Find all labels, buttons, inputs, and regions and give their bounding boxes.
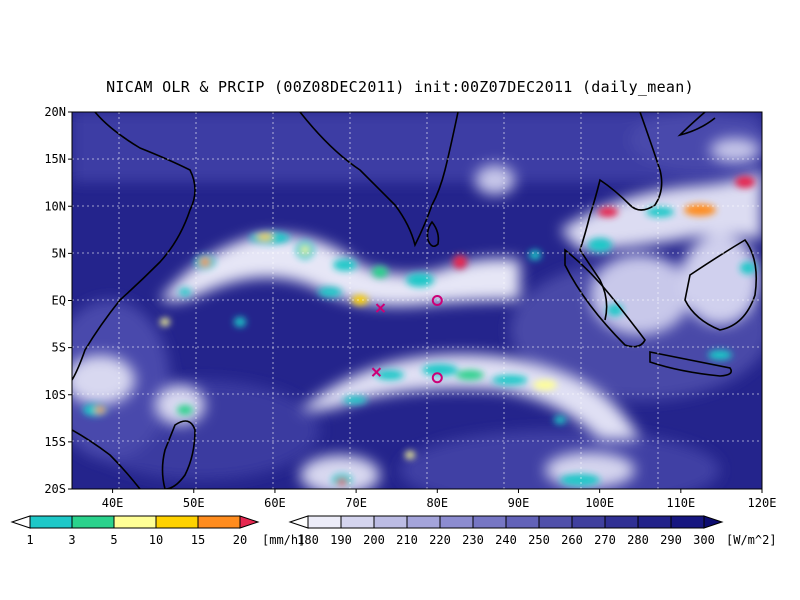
map-title: NICAM OLR & PRCIP (00Z08DEC2011) init:00… [106,78,694,96]
precip-colorbar-swatch [155,515,199,529]
lat-tick-label: 5N [52,246,66,260]
precip-cells [83,176,756,486]
lat-tick-label: 15N [44,152,66,166]
precip-colorbar-label: 10 [149,533,163,547]
gridlines [72,112,762,489]
lat-tick-label: 15S [44,435,66,449]
olr-colorbar-label: 190 [330,533,352,547]
lat-tick-label: 10S [44,388,66,402]
coastlines [72,112,758,489]
olr-colorbar-label: 260 [561,533,583,547]
cross-marker [371,367,382,377]
olr-colorbar-label: 200 [363,533,385,547]
lon-tick-label: 80E [426,496,448,510]
lon-tick-label: 100E [585,496,614,510]
olr-colorbar-swatch [637,515,672,529]
olr-colorbar-label: 300 [693,533,715,547]
coastline-top-right [677,112,716,137]
coastline-sri-lanka [426,220,440,248]
lon-tick-label: 90E [508,496,530,510]
circle-marker [431,295,443,306]
coastline-indochina [579,112,663,321]
precip-colorbar-high-end [239,515,260,529]
lat-tick-label: 10N [44,199,66,213]
coastline-india [299,112,459,248]
lon-tick-label: 60E [264,496,286,510]
lon-tick-label: 50E [183,496,205,510]
olr-colorbar-swatch [604,515,639,529]
precip-colorbar-swatch [71,515,115,529]
precip-colorbar-swatch [197,515,241,529]
olr-colorbar-label: 180 [297,533,319,547]
precip-colorbar-label: 20 [233,533,247,547]
lat-tick-label: 20S [44,482,66,496]
latitude-axis: 20N 15N 10N 5N EQ 5S 10S 15S 20S [44,105,72,496]
precip-colorbar-label: 1 [26,533,33,547]
olr-colorbar-swatch [340,515,375,529]
lon-tick-label: 40E [102,496,124,510]
olr-colorbar-label: 240 [495,533,517,547]
circle-marker [431,372,443,384]
olr-colorbar-label: 220 [429,533,451,547]
olr-colorbar-label: 250 [528,533,550,547]
olr-colorbar-swatch [472,515,507,529]
coastline-java [649,351,733,377]
precip-colorbar-label: 15 [191,533,205,547]
coastline-arabia-africa [72,112,196,381]
olr-colorbar: 180 190 200 210 220 230 240 250 260 270 280 290 300 [… [288,515,777,547]
coastline-sumatra [564,248,646,348]
coastline-madagascar [161,420,196,489]
olr-colorbar-label: 230 [462,533,484,547]
lon-tick-label: 70E [345,496,367,510]
markers [371,295,443,384]
olr-colorbar-swatch [373,515,408,529]
precip-colorbar: 1 3 5 10 15 20 [mm/h] [10,515,305,547]
olr-colorbar-high-end [703,515,724,529]
coastline-borneo [684,238,758,331]
lat-tick-label: EQ [52,294,66,308]
olr-colorbar-low-end [288,515,309,529]
olr-colorbar-label: 280 [627,533,649,547]
olr-colorbar-swatch [538,515,573,529]
lon-tick-label: 120E [748,496,777,510]
olr-colorbar-swatch [505,515,540,529]
precip-colorbar-swatch [113,515,157,529]
olr-colorbar-swatch [307,515,342,529]
olr-colorbar-label: 270 [594,533,616,547]
precip-colorbar-label: 5 [110,533,117,547]
lon-tick-label: 110E [666,496,695,510]
lat-tick-label: 20N [44,105,66,119]
precip-colorbar-unit: [mm/h] [262,533,305,547]
coastline-mozambique [72,429,141,489]
longitude-axis: 40E 50E 60E 70E 80E 90E 100E 110E 120E [102,489,777,510]
olr-colorbar-swatch [439,515,474,529]
precip-colorbar-swatch [29,515,73,529]
precip-colorbar-label: 3 [68,533,75,547]
precip-colorbar-low-end [10,515,31,529]
cross-marker [375,303,386,313]
olr-colorbar-label: 290 [660,533,682,547]
olr-colorbar-unit: [W/m^2] [726,533,777,547]
olr-colorbar-swatch [571,515,606,529]
olr-colorbar-swatch [406,515,441,529]
olr-colorbar-label: 210 [396,533,418,547]
map-field [72,112,762,489]
olr-colorbar-swatch [670,515,705,529]
lat-tick-label: 5S [52,341,66,355]
